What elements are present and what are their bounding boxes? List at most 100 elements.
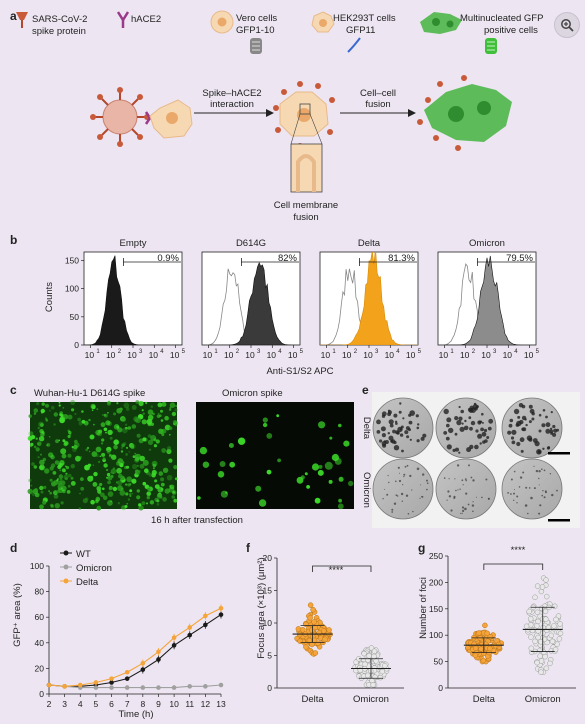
focus-spot [519, 437, 525, 443]
focus-spot [507, 492, 509, 494]
focus-spot [447, 490, 450, 493]
gfp-signal [37, 426, 40, 430]
gfp-signal [112, 471, 115, 475]
gfp-signal [51, 405, 55, 410]
focus-spot [528, 420, 532, 424]
x-tick-exponent: 3 [257, 349, 261, 355]
focus-spot [510, 436, 515, 440]
focus-spot [412, 510, 414, 513]
gfp-signal [105, 431, 107, 434]
x-tick-exponent: 1 [450, 349, 454, 355]
gfp-signal [146, 419, 153, 425]
gfp-signal [146, 495, 150, 500]
focus-spot [511, 440, 516, 445]
gate-percentage: 82% [278, 253, 298, 264]
focus-spot [483, 428, 488, 433]
gfp-signal [127, 426, 131, 430]
x-tick-label: 10 [106, 350, 116, 360]
y-tick-label: 0 [39, 689, 44, 699]
focus-spot [453, 497, 456, 499]
gfp-signal [311, 463, 320, 471]
gfp-signal [202, 461, 210, 468]
gfp-signal [160, 409, 163, 413]
focus-spot [376, 430, 381, 434]
gfp-signal [103, 427, 108, 432]
gfp-signal [60, 501, 64, 505]
x-tick-exponent: 4 [160, 349, 164, 355]
data-point [362, 661, 368, 668]
data-point [534, 659, 540, 666]
data-point [557, 630, 564, 637]
category-label: Omicron [353, 694, 389, 705]
panel-e-row-omicron: Omicron [361, 472, 372, 508]
focus-spot [556, 489, 558, 492]
data-point [472, 645, 479, 652]
gfp-signal [306, 485, 310, 489]
data-point [315, 640, 321, 646]
gfp-signal [48, 452, 54, 458]
gfp-signal [125, 483, 128, 486]
gfp-signal [160, 487, 164, 491]
gfp-signal [100, 422, 106, 428]
y-tick-label: 100 [30, 561, 44, 571]
gfp-signal [90, 403, 96, 409]
category-label: Delta [301, 694, 324, 705]
x-tick-label: 10 [127, 350, 137, 360]
focus-spot [456, 420, 462, 426]
well-plate [372, 458, 434, 520]
focus-spot [381, 411, 387, 417]
gfp-signal [50, 503, 54, 507]
category-label: Omicron [525, 694, 561, 705]
data-point [303, 644, 309, 650]
gfp-signal [147, 409, 154, 416]
legend-delta: Delta [76, 577, 99, 588]
data-point [538, 639, 544, 645]
focus-spot [514, 489, 515, 491]
panel-d-legend: WT Omicron Delta [60, 549, 112, 588]
panel-f: f Focus area (×10³) (μm²) 0 5 10 15 20 Delta O… [246, 541, 404, 705]
y-tick-label: 150 [65, 255, 79, 265]
focus-spot [416, 426, 420, 430]
gfp-signal [120, 446, 124, 449]
gfp-signal [131, 405, 137, 410]
focus-spot [524, 504, 528, 507]
membrane-zoom-inset [290, 113, 323, 193]
gfp-signal [317, 469, 324, 476]
focus-spot [553, 428, 558, 433]
focus-spot [405, 494, 409, 497]
gfp-signal [258, 499, 267, 507]
focus-spot [382, 443, 387, 448]
focus-spot [481, 496, 483, 499]
gfp-signal [101, 452, 106, 457]
gfp-signal [48, 490, 50, 492]
data-point [326, 627, 332, 633]
zoom-button[interactable] [554, 12, 580, 38]
focus-spot [462, 509, 465, 512]
focus-spot [467, 407, 472, 412]
data-point [547, 660, 553, 667]
gfp-signal [59, 469, 62, 472]
data-point [364, 672, 371, 679]
focus-spot [479, 420, 483, 423]
gfp-signal [54, 503, 60, 509]
gfp-signal [225, 491, 228, 494]
gfp-signal [138, 400, 144, 407]
gfp-signal [103, 413, 107, 417]
focus-spot [545, 491, 547, 494]
focus-spot [461, 506, 465, 509]
gfp-signal [58, 401, 61, 404]
focus-spot [487, 497, 490, 500]
focus-spot [393, 445, 400, 451]
focus-spot [403, 476, 405, 478]
focus-spot [406, 464, 409, 467]
gfp-signal [103, 463, 108, 468]
focus-spot [521, 427, 525, 431]
panel-d-xlabel: Time (h) [118, 709, 153, 720]
gfp-signal [157, 412, 160, 415]
gfp-signal [68, 473, 72, 478]
gfp11-peptide-icon [347, 37, 361, 53]
gfp-signal [68, 430, 72, 435]
gfp-signal [40, 432, 44, 437]
data-point [537, 653, 543, 659]
gfp-signal [99, 482, 103, 487]
